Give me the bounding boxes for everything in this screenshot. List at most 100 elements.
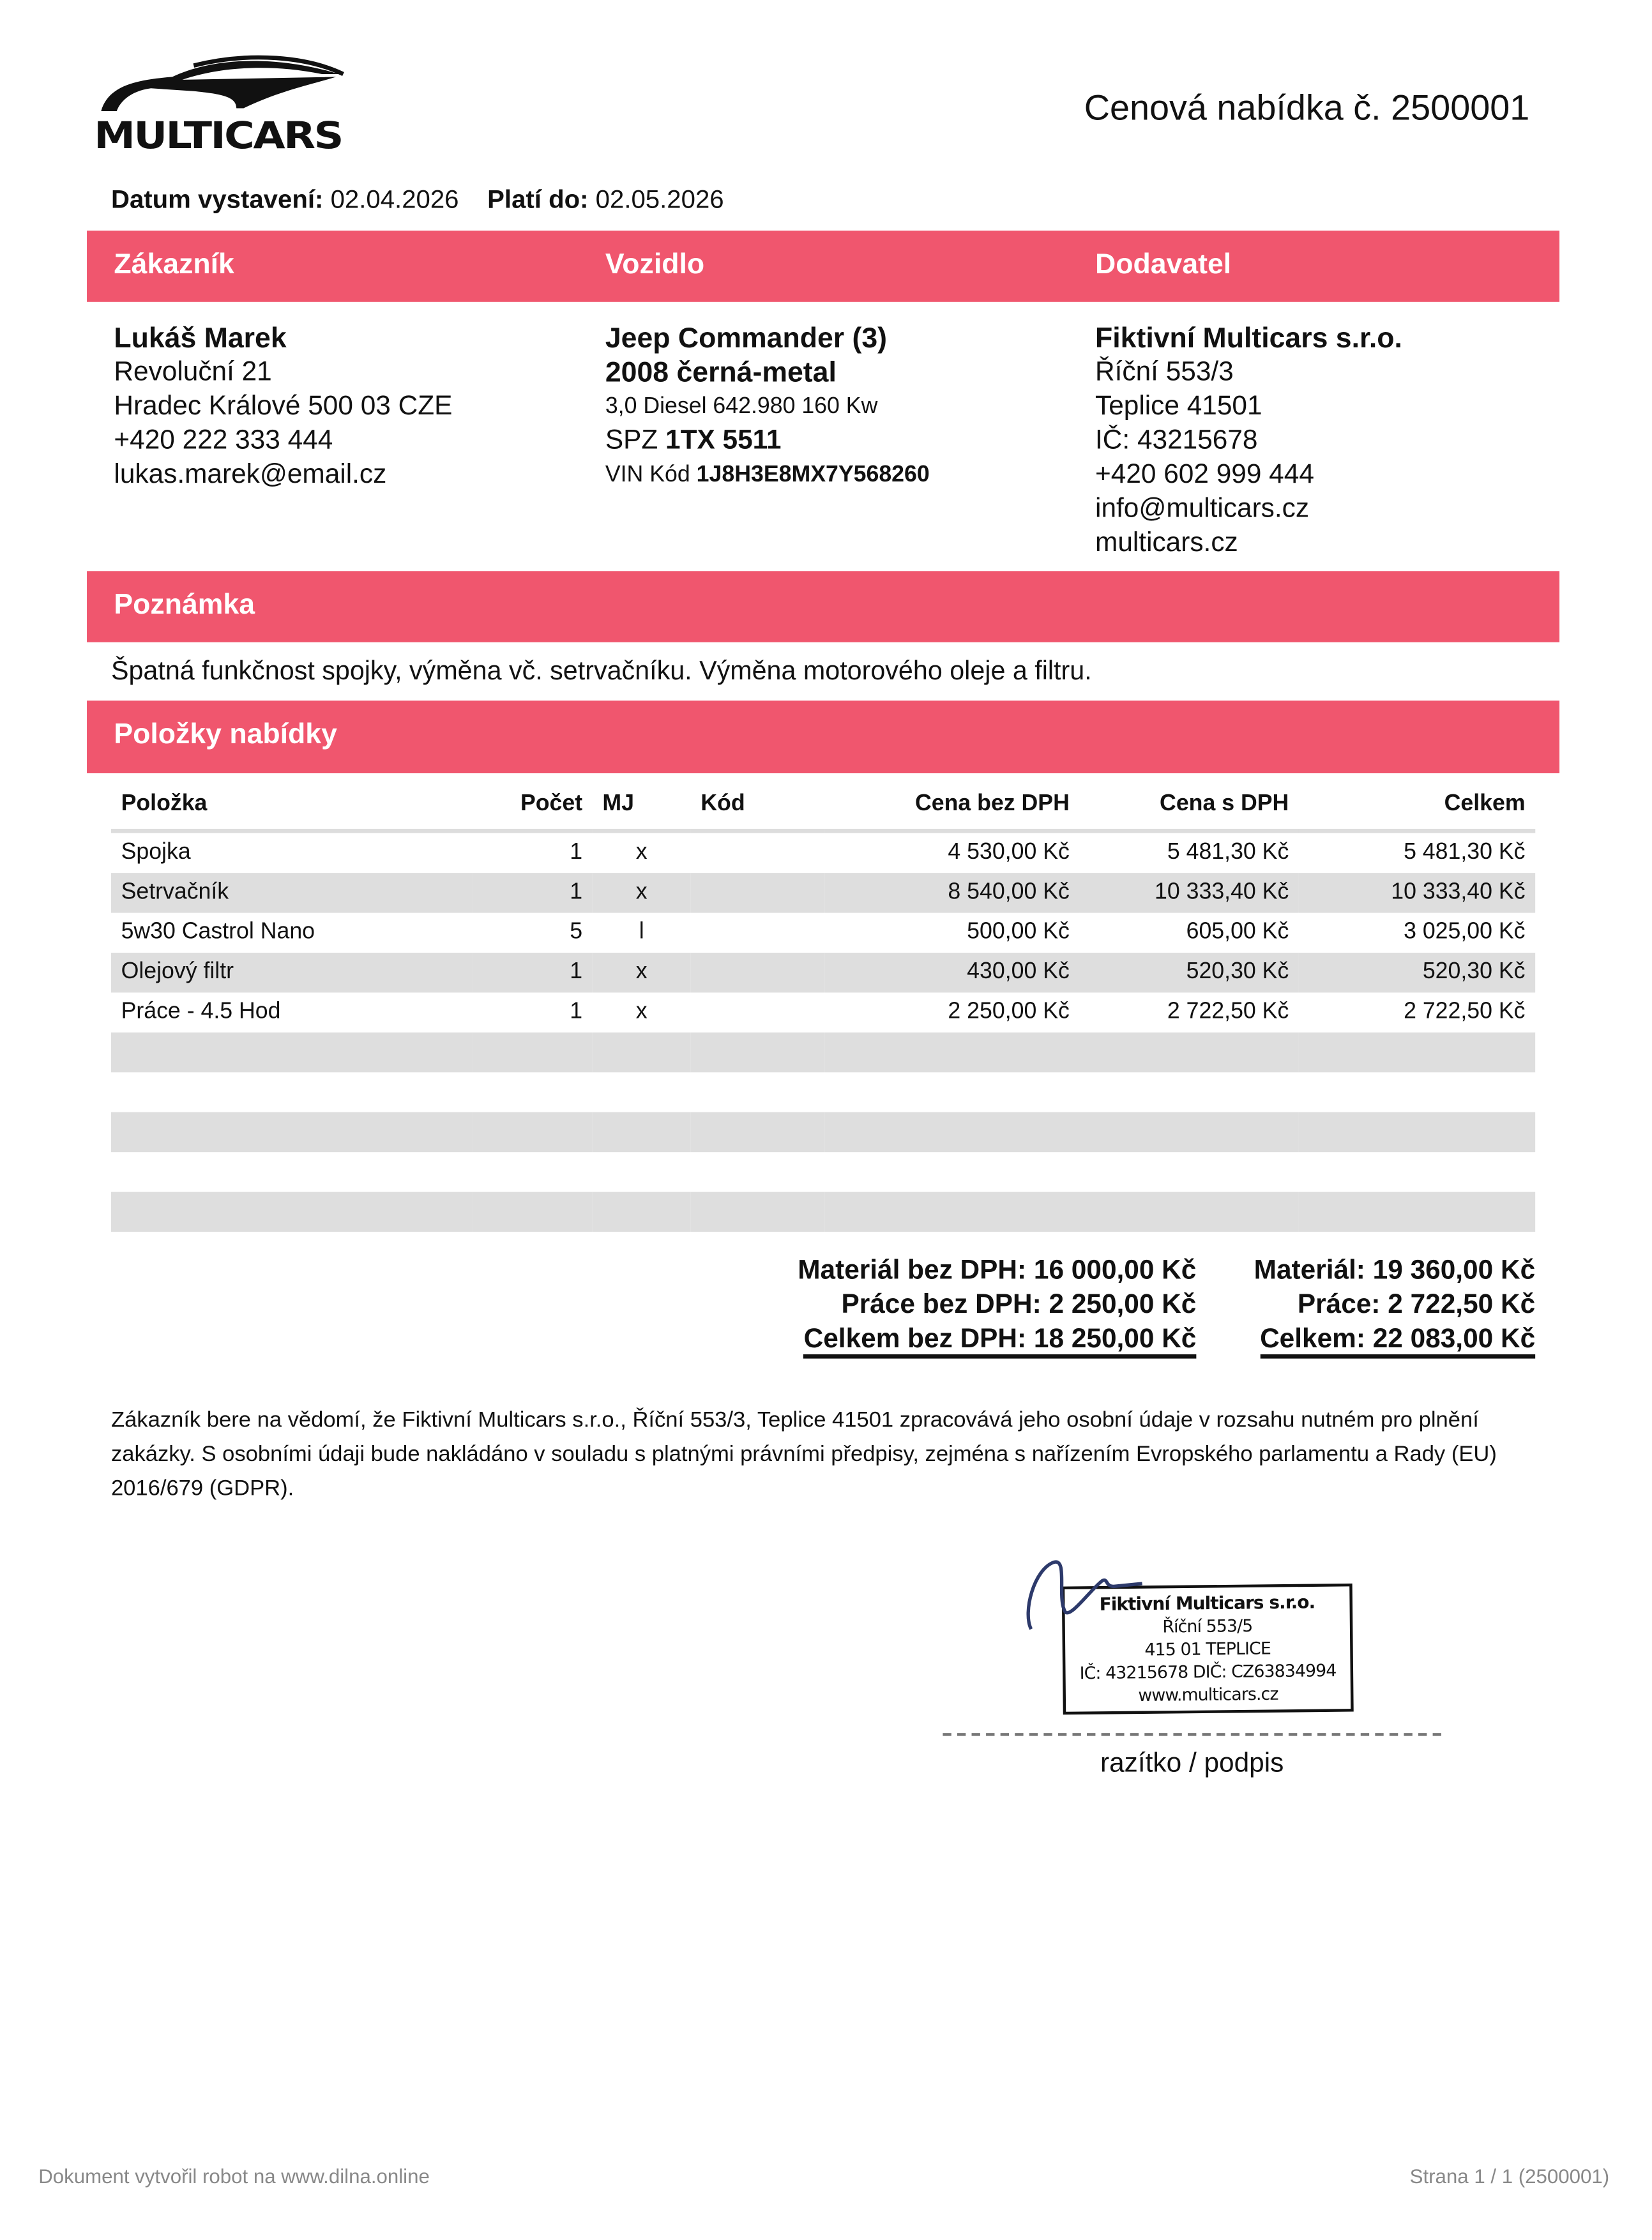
customer-phone: +420 222 333 444 <box>114 425 333 456</box>
supplier-email: info@multicars.cz <box>1095 494 1310 524</box>
note-heading: Poznámka <box>114 589 255 621</box>
item-price-gross: 520,30 Kč <box>1079 953 1299 993</box>
items-header: Položky nabídky <box>87 700 1560 773</box>
labor-gross: Práce: 2 722,50 Kč <box>1297 1290 1536 1321</box>
item-price-net <box>824 1072 1079 1112</box>
item-total <box>1298 1112 1536 1153</box>
supplier-phone: +420 602 999 444 <box>1095 460 1314 490</box>
item-price-net <box>824 1032 1080 1073</box>
item-code <box>690 1112 825 1153</box>
item-total <box>1299 1072 1535 1112</box>
supplier-city: Teplice 41501 <box>1095 391 1262 422</box>
item-code <box>691 831 825 873</box>
col-code: Kód <box>690 780 825 833</box>
item-price-net: 500,00 Kč <box>967 919 1070 944</box>
footer-right: Strana 1 / 1 (2500001) <box>1409 2164 1610 2188</box>
item-total <box>1298 1032 1536 1073</box>
item-price-gross: 5 481,30 Kč <box>1167 840 1289 865</box>
item-count <box>473 1192 593 1232</box>
item-name: Olejový filtr <box>110 953 473 993</box>
col-price-net: Cena bez DPH <box>824 780 1080 833</box>
table-row <box>110 1112 1536 1153</box>
table-row <box>111 1152 1535 1192</box>
item-count: 5 <box>570 919 583 944</box>
signature-line <box>943 1733 1441 1736</box>
item-name <box>111 1152 473 1192</box>
vehicle-engine: 3,0 Diesel 642.980 160 Kw <box>605 394 878 419</box>
issued-date: 02.04.2026 <box>330 185 459 214</box>
customer-city: Hradec Králové 500 03 CZE <box>114 391 453 422</box>
supplier-heading: Dodavatel <box>1095 249 1232 281</box>
item-name: 5w30 Castrol Nano <box>121 919 315 944</box>
item-code <box>691 1072 825 1112</box>
item-name <box>110 1112 473 1153</box>
table-row <box>111 1072 1535 1112</box>
item-unit: l <box>639 919 644 944</box>
labor-net: Práce bez DPH: 2 250,00 Kč <box>841 1290 1197 1321</box>
item-unit <box>593 1072 691 1112</box>
table-row: Práce - 4.5 Hod 1 x 2 250,00 Kč 2 722,50 Kč 2… <box>111 992 1535 1032</box>
item-code <box>691 913 825 953</box>
table-row: Spojka 1 x 4 530,00 Kč 5 481,30 Kč 5 481,30 K… <box>111 831 1535 873</box>
note-text: Špatná funkčnost spojky, výměna vč. setr… <box>110 655 1092 685</box>
item-price-net <box>824 1192 1080 1232</box>
material-gross: Materiál: 19 360,00 Kč <box>1254 1256 1536 1286</box>
item-total <box>1299 1152 1535 1192</box>
gdpr-notice: Zákazník bere na vědomí, že Fiktivní Mul… <box>110 1408 1497 1501</box>
vehicle-heading: Vozidlo <box>605 249 705 281</box>
items-table: Položka Počet MJ Kód Cena bez DPH Cena s… <box>110 780 1536 1232</box>
item-unit: x <box>592 953 691 993</box>
customer-street: Revoluční 21 <box>114 357 272 388</box>
item-name: Spojka <box>121 840 191 865</box>
item-price-gross <box>1079 1112 1299 1153</box>
item-total: 520,30 Kč <box>1298 953 1536 993</box>
item-total <box>1298 1192 1536 1232</box>
col-total: Celkem <box>1298 780 1536 833</box>
item-price-net: 8 540,00 Kč <box>824 873 1080 913</box>
table-row <box>110 1032 1536 1073</box>
items-heading: Položky nabídky <box>114 719 337 751</box>
customer-block: Lukáš Marek Revoluční 21 Hradec Králové … <box>114 322 452 493</box>
total-gross: Celkem: 22 083,00 Kč <box>1260 1324 1535 1359</box>
item-unit <box>592 1032 691 1073</box>
issued-label: Datum vystavení: <box>110 185 324 214</box>
supplier-street: Říční 553/3 <box>1095 357 1234 388</box>
item-price-gross <box>1079 1032 1299 1073</box>
item-code <box>690 1192 825 1232</box>
document-title: Cenová nabídka č. 2500001 <box>1084 88 1530 128</box>
total-net: Celkem bez DPH: 18 250,00 Kč <box>804 1324 1197 1359</box>
stamp-ids: IČ: 43215678 DIČ: CZ63834994 <box>1079 1660 1337 1683</box>
table-header-row: Položka Počet MJ Kód Cena bez DPH Cena s… <box>110 780 1536 833</box>
item-count <box>473 1112 593 1153</box>
material-net: Materiál bez DPH: 16 000,00 Kč <box>798 1256 1197 1286</box>
item-name: Setrvačník <box>110 873 473 913</box>
item-name <box>110 1192 473 1232</box>
item-unit: x <box>592 873 691 913</box>
item-price-gross <box>1079 1192 1299 1232</box>
spz-label: SPZ <box>605 425 658 456</box>
item-total: 3 025,00 Kč <box>1404 919 1526 944</box>
col-price-gross: Cena s DPH <box>1079 780 1299 833</box>
customer-heading: Zákazník <box>114 249 234 281</box>
item-code <box>690 1032 825 1073</box>
item-total: 5 481,30 Kč <box>1404 840 1526 865</box>
item-unit: x <box>635 840 648 865</box>
item-count: 1 <box>570 840 583 865</box>
item-price-net: 2 250,00 Kč <box>948 999 1070 1024</box>
signature-label: razítko / podpis <box>1100 1748 1284 1779</box>
stamp-web: www.multicars.cz <box>1138 1684 1278 1706</box>
item-code <box>691 992 825 1032</box>
totals-gross: Materiál: 19 360,00 Kč Práce: 2 722,50 K… <box>1254 1255 1536 1359</box>
note-header: Poznámka <box>87 571 1560 642</box>
table-row: Setrvačník 1 x 8 540,00 Kč 10 333,40 Kč 10 33… <box>110 873 1536 913</box>
table-row <box>110 1192 1536 1232</box>
item-count <box>473 1032 593 1073</box>
table-row: Olejový filtr 1 x 430,00 Kč 520,30 Kč 520,30 … <box>110 953 1536 993</box>
item-code <box>691 1152 825 1192</box>
item-price-net <box>824 1152 1079 1192</box>
item-price-gross: 2 722,50 Kč <box>1167 999 1289 1024</box>
item-unit: x <box>635 999 648 1024</box>
item-price-net: 430,00 Kč <box>824 953 1080 993</box>
totals-net: Materiál bez DPH: 16 000,00 Kč Práce bez… <box>798 1255 1197 1359</box>
